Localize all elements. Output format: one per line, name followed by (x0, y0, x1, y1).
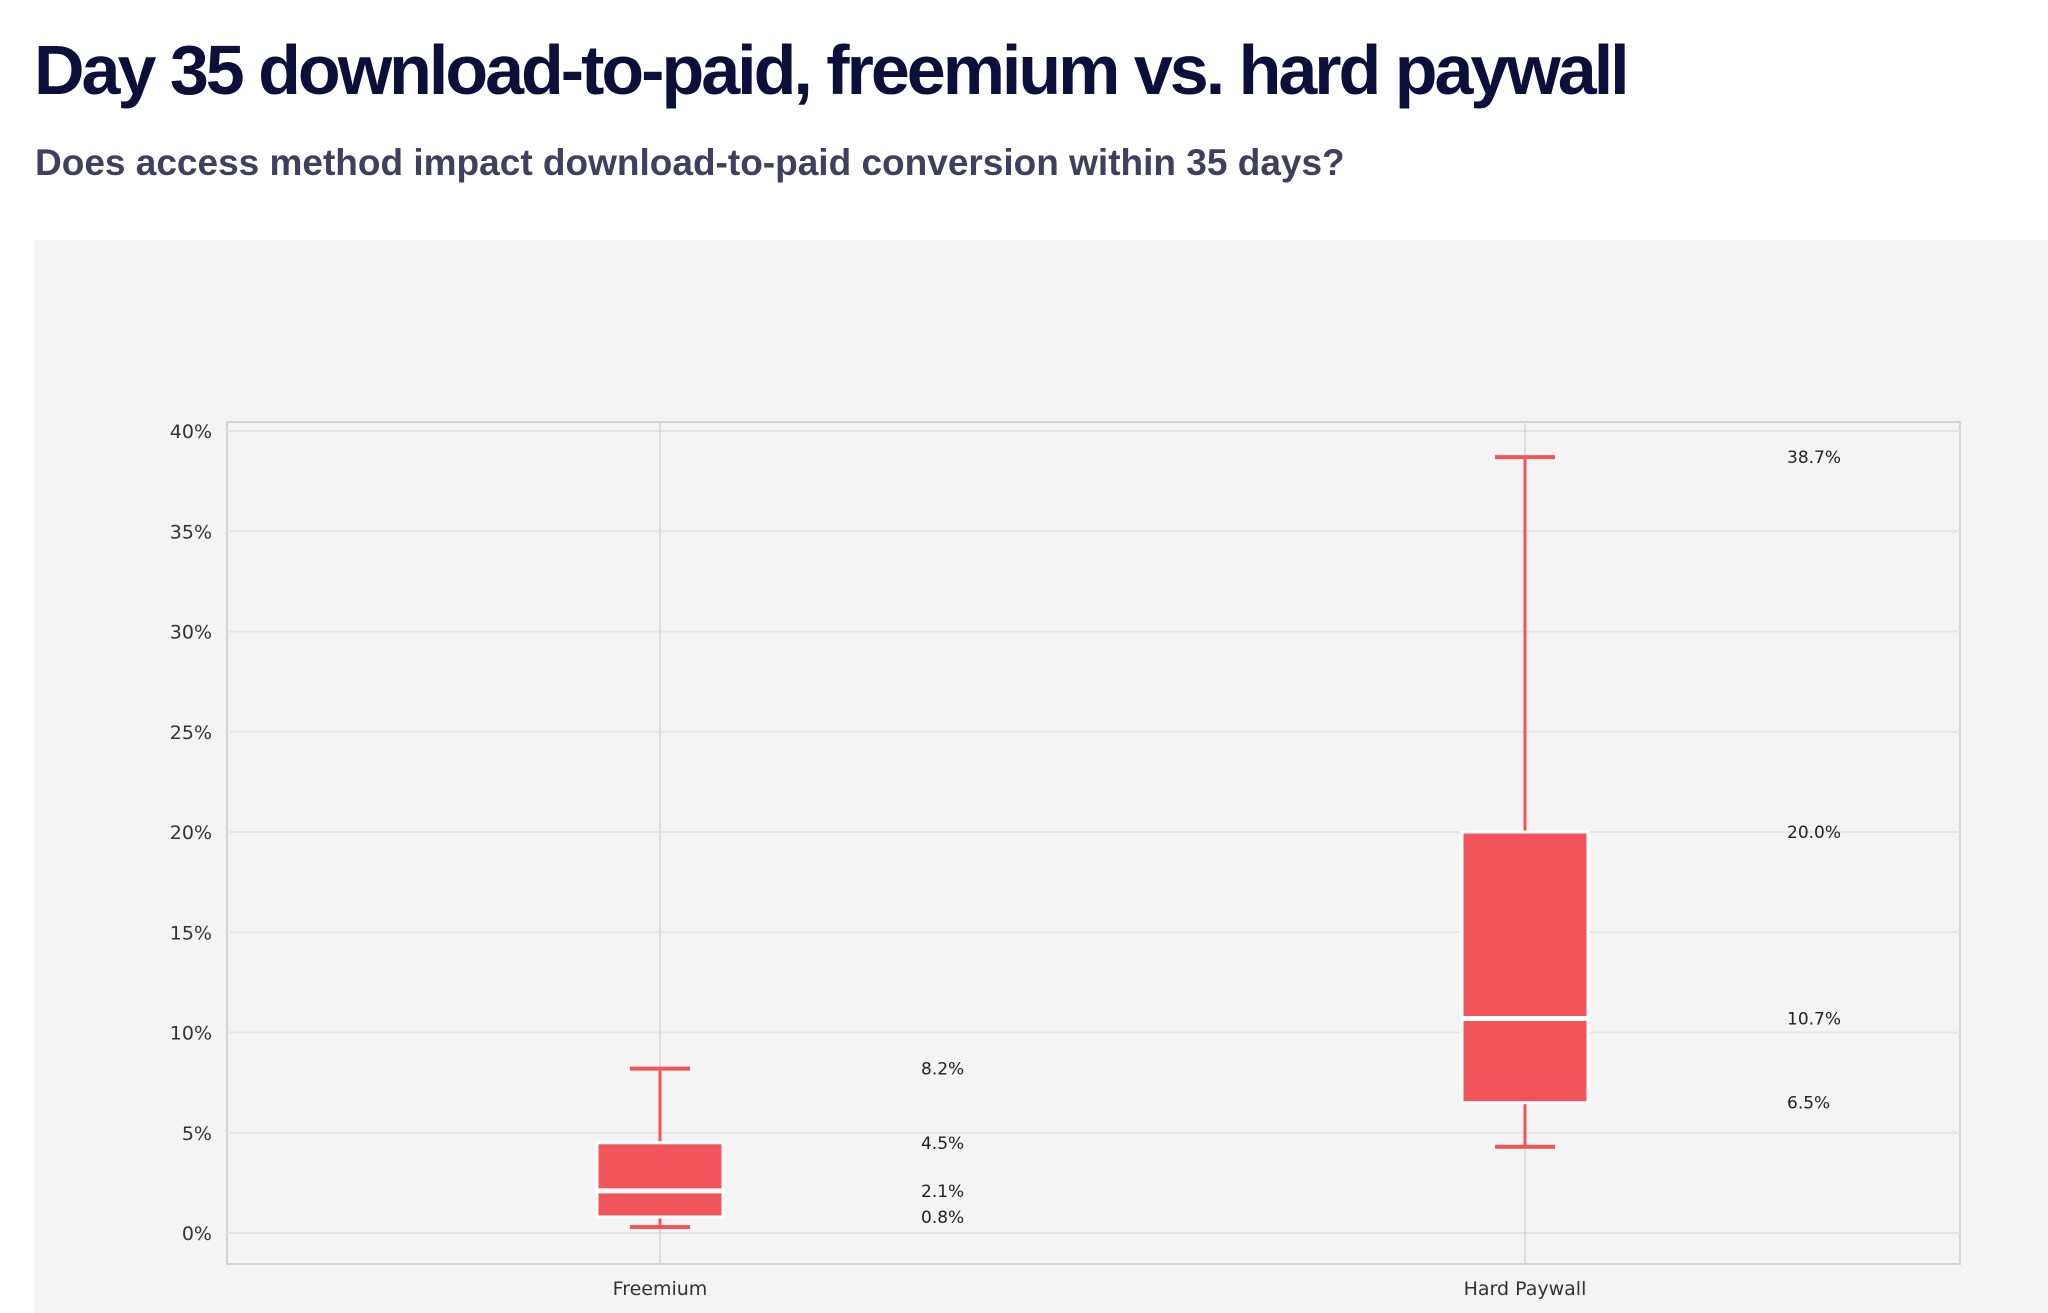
plot-area (226, 421, 1961, 1265)
q3-label: 4.5% (921, 1134, 964, 1154)
y-tick-label: 0% (182, 1223, 212, 1245)
q1-label: 6.5% (1787, 1094, 1830, 1114)
chart-title: Day 35 download-to-paid, freemium vs. ha… (34, 31, 1630, 109)
y-tick-label: 40% (170, 421, 212, 443)
y-tick-label: 20% (170, 822, 212, 844)
q3-label: 20.0% (1787, 823, 1841, 843)
chart-subtitle: Does access method impact download-to-pa… (35, 142, 1345, 183)
median-label: 2.1% (921, 1182, 964, 1202)
box (1460, 830, 1590, 1105)
y-tick-label: 5% (182, 1123, 212, 1145)
box (595, 1141, 725, 1219)
y-tick-label: 30% (170, 622, 212, 644)
y-tick-label: 10% (170, 1023, 212, 1045)
median-label: 10.7% (1787, 1009, 1841, 1029)
x-tick-label: Freemium (613, 1278, 708, 1300)
q1-label: 0.8% (921, 1208, 964, 1228)
y-tick-label: 15% (170, 922, 212, 944)
whisker-high-label: 38.7% (1787, 448, 1841, 468)
whisker-high-label: 8.2% (921, 1060, 964, 1080)
y-tick-label: 25% (170, 722, 212, 744)
y-tick-label: 35% (170, 521, 212, 543)
x-tick-label: Hard Paywall (1464, 1278, 1587, 1300)
